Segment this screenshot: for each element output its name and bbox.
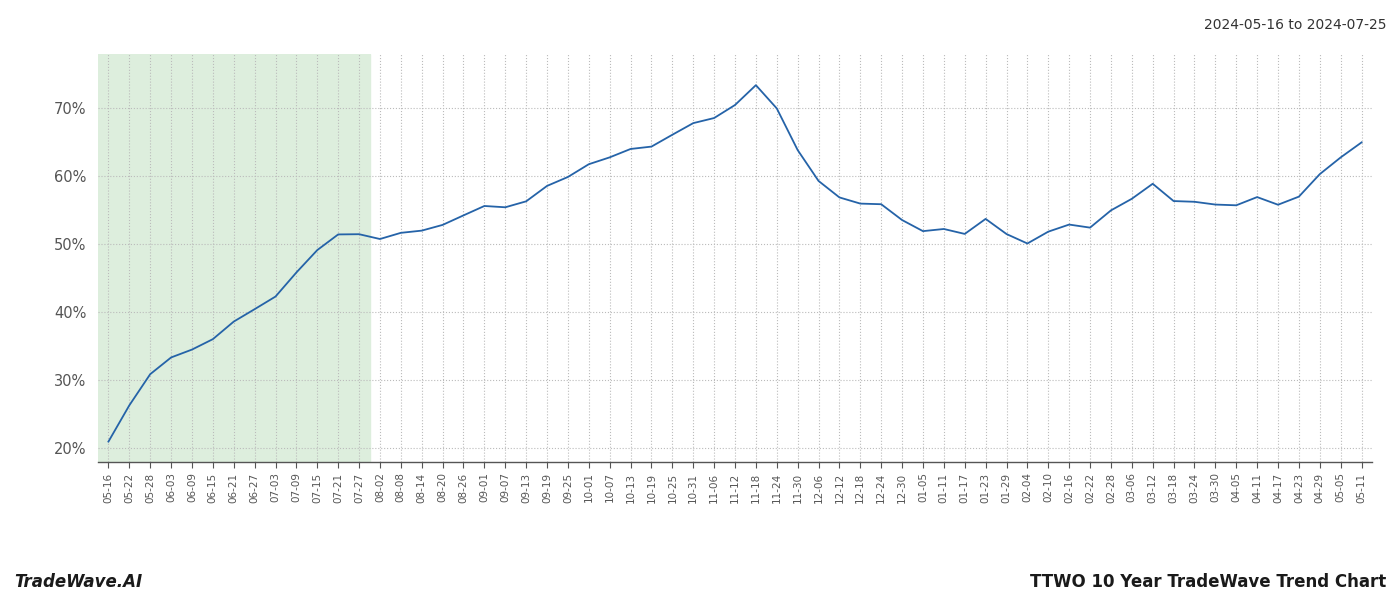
Text: 2024-05-16 to 2024-07-25: 2024-05-16 to 2024-07-25: [1204, 18, 1386, 32]
Text: TTWO 10 Year TradeWave Trend Chart: TTWO 10 Year TradeWave Trend Chart: [1030, 573, 1386, 591]
Text: TradeWave.AI: TradeWave.AI: [14, 573, 143, 591]
Bar: [98, 54, 370, 462]
